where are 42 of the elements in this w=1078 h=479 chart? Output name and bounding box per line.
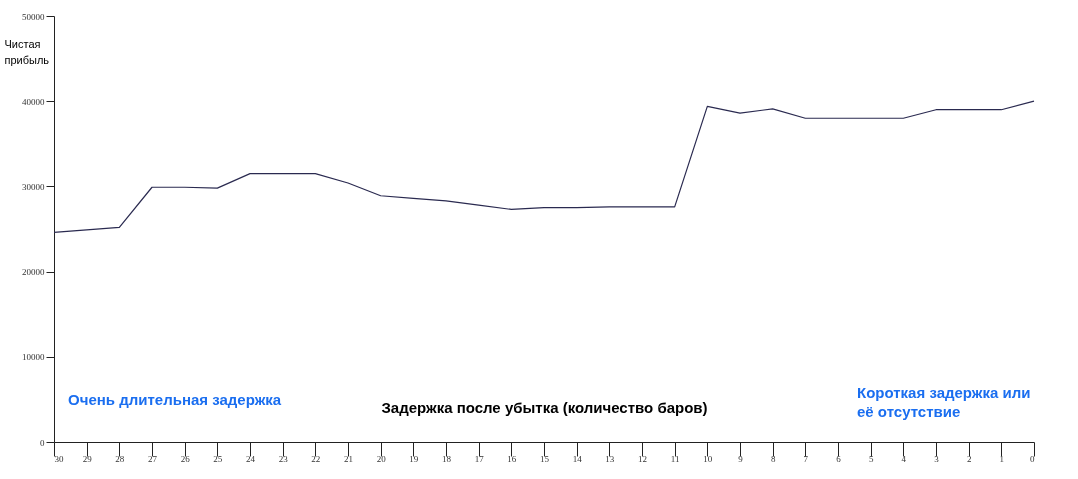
x-tick-label: 12 <box>638 453 647 464</box>
x-tick-label: 8 <box>770 453 776 464</box>
x-tick-label: 25 <box>213 453 223 464</box>
x-tick-label: 24 <box>246 453 256 464</box>
x-tick-label: 21 <box>344 453 353 464</box>
x-tick-label: 16 <box>507 453 517 464</box>
x-tick-label: 13 <box>605 453 615 464</box>
x-tick-label: 3 <box>934 453 940 464</box>
x-tick-label: 2 <box>966 453 972 464</box>
x-tick-label: 15 <box>540 453 550 464</box>
x-tick-label: 7 <box>803 453 809 464</box>
line-series <box>53 100 1035 234</box>
x-tick-label: 6 <box>836 453 842 464</box>
x-tick-label: 29 <box>82 453 93 464</box>
x-tick-label: 0 <box>1030 453 1035 464</box>
annotation: Очень длительная задержка <box>68 391 282 408</box>
y-tick-label: 30000 <box>22 181 45 192</box>
y-tick-label: 40000 <box>22 96 45 107</box>
x-tick-label: 4 <box>901 453 907 464</box>
y-tick-label: 20000 <box>22 267 45 278</box>
x-tick-label: 1 <box>999 453 1005 464</box>
x-tick-label: 20 <box>376 453 387 464</box>
x-tick-label: 5 <box>868 453 874 464</box>
y-tick-label: 50000 <box>22 11 45 22</box>
y-tick-label: 0 <box>40 437 45 448</box>
annotation: Короткая задержка или её отсутствие <box>857 384 1031 420</box>
x-tick-label: 22 <box>311 453 321 464</box>
x-tick-label: 27 <box>148 453 158 464</box>
x-tick-label: 23 <box>278 453 289 464</box>
x-tick-label: 30 <box>54 453 64 464</box>
x-tick-label: 11 <box>670 453 680 464</box>
x-axis-title: Задержка после убытка (количество баров) <box>381 398 708 416</box>
x-tick-label: 9 <box>738 453 744 464</box>
y-tick-label: 10000 <box>22 352 45 363</box>
x-tick-label: 18 <box>442 453 452 464</box>
y-axis-title: Чистая прибыль <box>4 37 50 66</box>
x-tick-label: 14 <box>572 453 583 464</box>
x-tick-label: 17 <box>474 453 485 464</box>
x-tick-label: 10 <box>703 453 713 464</box>
x-tick-label: 26 <box>180 453 191 464</box>
x-tick-label: 28 <box>115 453 125 464</box>
x-tick-label: 19 <box>409 453 419 464</box>
